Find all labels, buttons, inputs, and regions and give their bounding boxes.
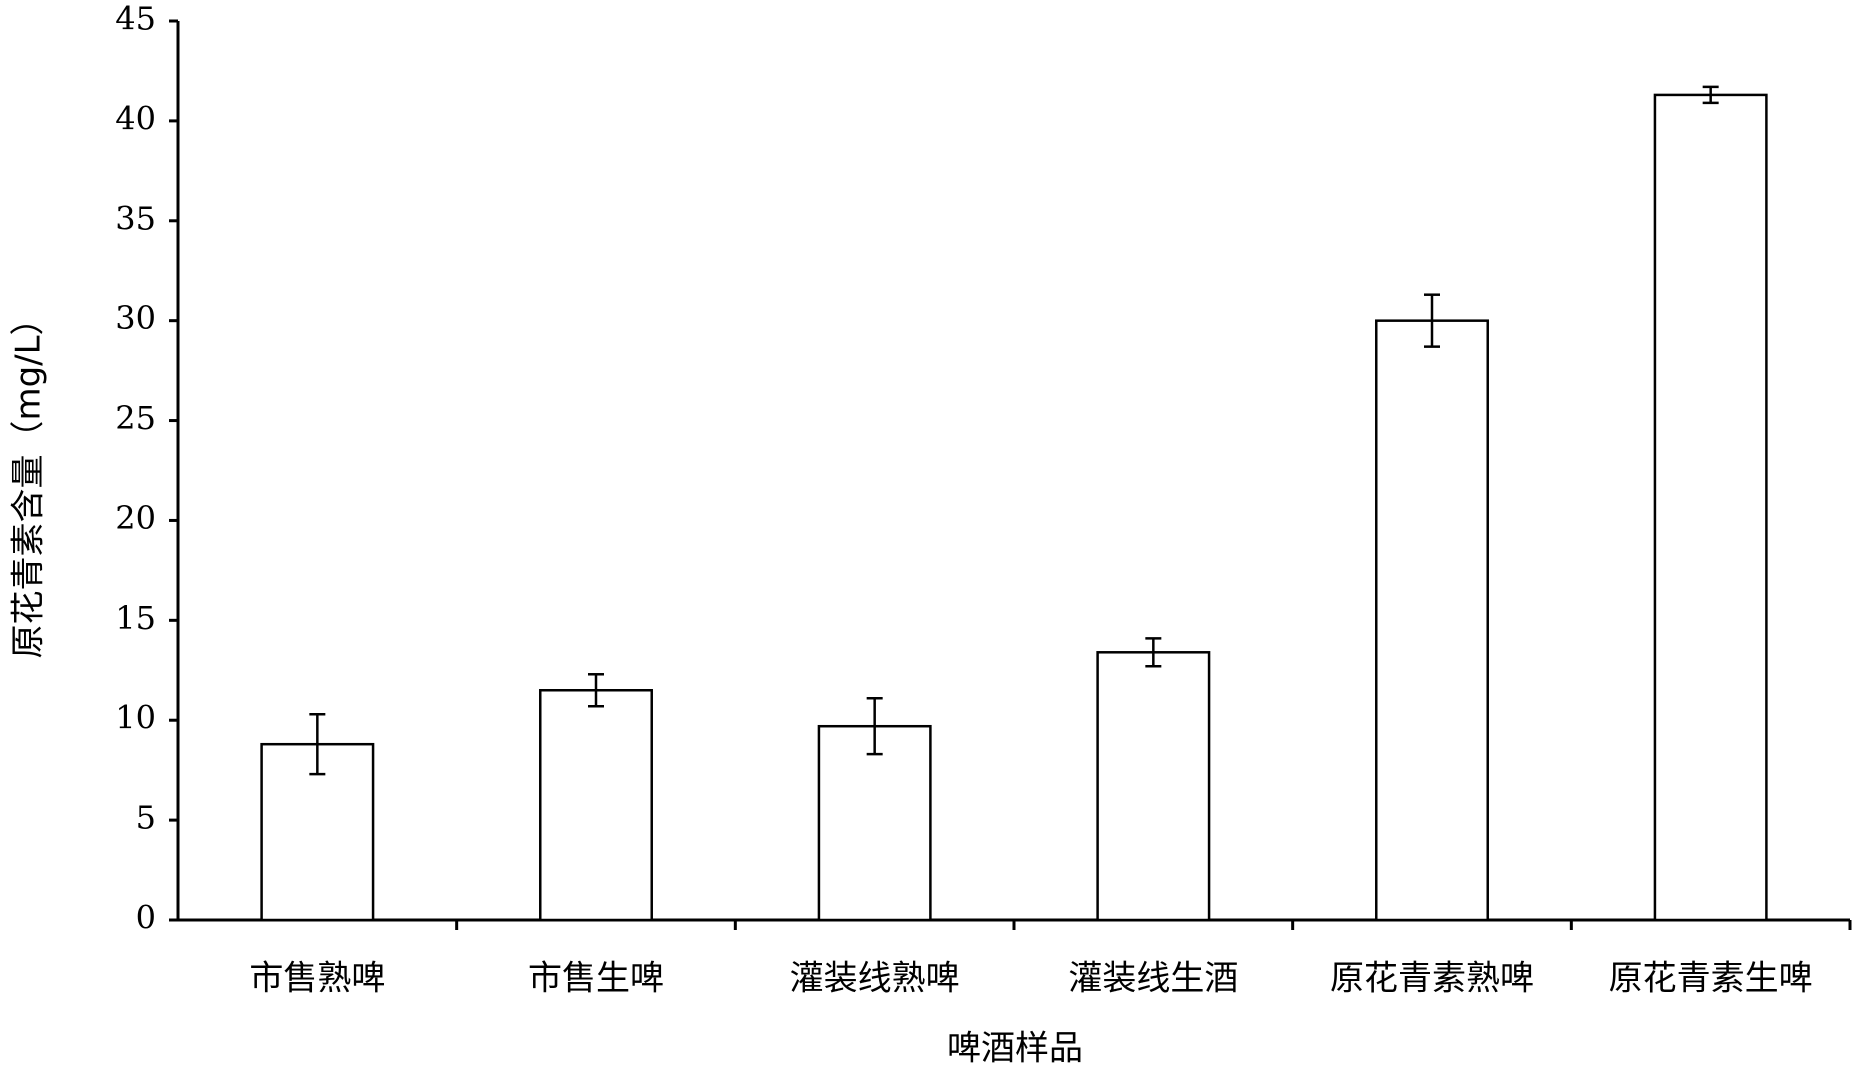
- bar: [540, 690, 651, 920]
- x-tick-label: 灌装线生酒: [1068, 959, 1238, 999]
- x-tick-label: 市售生啤: [528, 959, 664, 999]
- x-tick-label: 市售熟啤: [249, 959, 385, 999]
- y-tick-label: 20: [115, 499, 156, 537]
- bar: [1655, 95, 1766, 920]
- y-axis-title: 原花青素含量（mg/L）: [9, 301, 49, 658]
- x-tick-label: 原花青素生啤: [1609, 959, 1813, 999]
- x-axis-title: 啤酒样品: [947, 1029, 1083, 1069]
- y-tick-label: 15: [115, 599, 156, 637]
- bar: [1376, 321, 1487, 920]
- x-tick-label: 灌装线熟啤: [790, 959, 960, 999]
- y-tick-label: 30: [115, 299, 156, 337]
- y-tick-label: 5: [136, 799, 156, 837]
- y-tick-label: 25: [115, 399, 156, 437]
- y-tick-label: 45: [115, 0, 156, 38]
- bar: [1098, 652, 1209, 920]
- x-tick-label: 原花青素熟啤: [1330, 959, 1534, 999]
- y-tick-label: 10: [115, 699, 156, 737]
- y-tick-label: 35: [115, 199, 156, 237]
- chart: 啤酒样品 原花青素含量（mg/L） 0 5 10 15 20 25 30 35 40 45 市售熟啤…: [0, 0, 1860, 1079]
- y-tick-label: 0: [136, 899, 156, 937]
- y-tick-label: 40: [115, 99, 156, 137]
